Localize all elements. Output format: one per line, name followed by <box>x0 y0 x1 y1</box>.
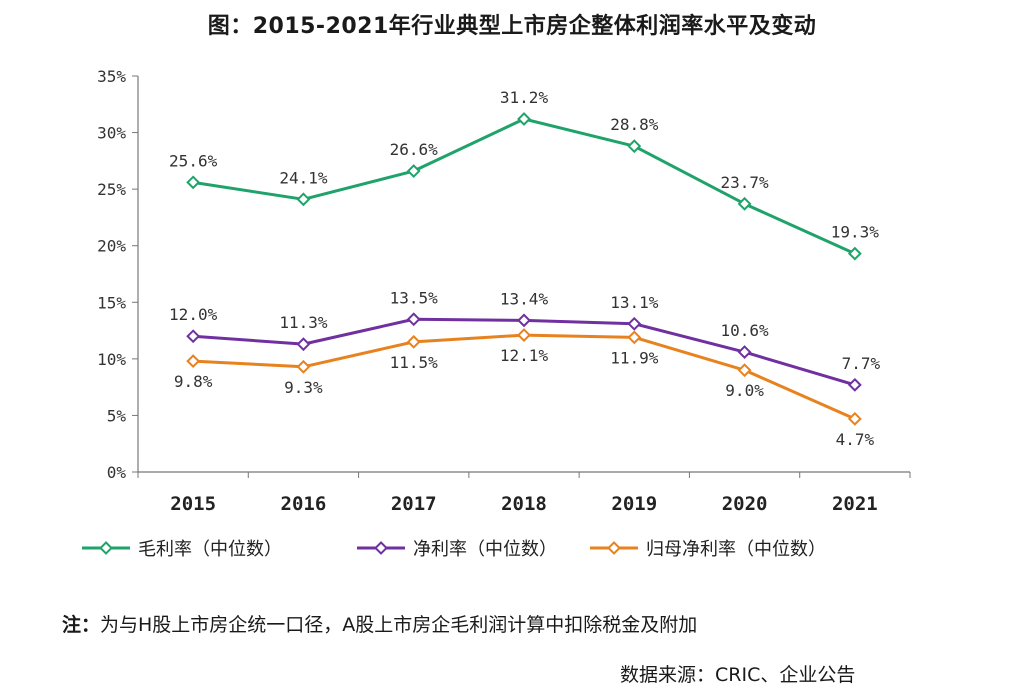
footnote: 注：为与H股上市房企统一口径，A股上市房企毛利润计算中扣除税金及附加 <box>62 610 697 637</box>
data-label: 9.8% <box>174 372 213 391</box>
data-label: 11.3% <box>279 313 328 332</box>
data-point-marker <box>296 359 311 374</box>
data-point-marker <box>296 337 311 352</box>
y-tick-label: 30% <box>97 124 126 143</box>
data-label: 31.2% <box>500 88 549 107</box>
data-label: 9.0% <box>725 381 764 400</box>
legend-label: 归母净利率（中位数） <box>646 539 826 560</box>
data-point-marker <box>847 246 862 261</box>
data-label: 19.3% <box>831 223 880 242</box>
footnote-text: 为与H股上市房企统一口径，A股上市房企毛利润计算中扣除税金及附加 <box>100 614 698 636</box>
data-point-marker <box>186 175 201 190</box>
y-tick-label: 15% <box>97 293 126 312</box>
y-tick-label: 5% <box>107 406 127 425</box>
data-label: 13.1% <box>610 293 659 312</box>
line-chart: 0% 5% 10% 15% 20% 25% 30% 35% 2015 2016 2017 2018 20… <box>82 67 911 560</box>
data-label: 24.1% <box>279 168 328 187</box>
legend-label: 净利率（中位数） <box>413 539 557 560</box>
data-label: 7.7% <box>842 354 881 373</box>
x-tick-label: 2020 <box>722 493 768 515</box>
data-point-marker <box>627 316 642 331</box>
x-tick-label: 2015 <box>170 493 216 515</box>
data-point-marker <box>517 313 531 328</box>
legend-marker <box>374 541 388 555</box>
data-point-marker <box>517 112 531 126</box>
data-label: 9.3% <box>284 378 323 397</box>
data-point-marker <box>737 196 752 211</box>
data-label: 4.7% <box>836 430 875 449</box>
footnote-prefix: 注： <box>62 614 101 636</box>
legend-label: 毛利率（中位数） <box>138 539 282 560</box>
data-point-marker <box>627 139 642 154</box>
data-label: 26.6% <box>390 140 439 159</box>
data-point-marker <box>627 330 642 345</box>
y-tick-label: 25% <box>97 180 126 199</box>
y-tick-label: 35% <box>97 67 126 86</box>
x-tick-label: 2019 <box>611 493 657 515</box>
data-label: 10.6% <box>720 321 769 340</box>
data-source: 数据来源：CRIC、企业公告 <box>620 664 856 686</box>
x-tick-label: 2021 <box>832 493 878 515</box>
chart-title: 图：2015-2021年行业典型上市房企整体利润率水平及变动 <box>207 14 817 39</box>
data-label: 13.4% <box>500 289 549 308</box>
data-point-marker <box>847 411 862 426</box>
data-point-marker <box>406 334 421 349</box>
x-tick-label: 2016 <box>281 493 327 515</box>
data-point-marker <box>737 363 752 378</box>
data-point-marker <box>186 329 201 344</box>
data-label: 23.7% <box>720 173 769 192</box>
data-label: 11.5% <box>390 353 439 372</box>
x-tick-label: 2017 <box>391 493 437 515</box>
data-label: 28.8% <box>610 115 659 134</box>
data-point-marker <box>406 164 421 178</box>
legend-marker <box>607 541 621 555</box>
data-point-marker <box>186 354 201 369</box>
data-point-marker <box>296 192 311 207</box>
x-tick-label: 2018 <box>501 493 547 515</box>
data-point-marker <box>406 312 421 327</box>
data-point-marker <box>847 377 862 392</box>
y-tick-label: 20% <box>97 237 126 256</box>
data-label: 13.5% <box>390 288 439 307</box>
data-point-marker <box>517 328 531 343</box>
data-point-marker <box>737 345 752 359</box>
data-label: 11.9% <box>610 348 659 367</box>
data-label: 12.1% <box>500 346 549 365</box>
data-label: 12.0% <box>169 305 218 324</box>
y-tick-label: 0% <box>107 463 127 482</box>
legend-marker <box>99 541 113 555</box>
data-label: 25.6% <box>169 151 218 170</box>
y-tick-label: 10% <box>97 350 126 369</box>
